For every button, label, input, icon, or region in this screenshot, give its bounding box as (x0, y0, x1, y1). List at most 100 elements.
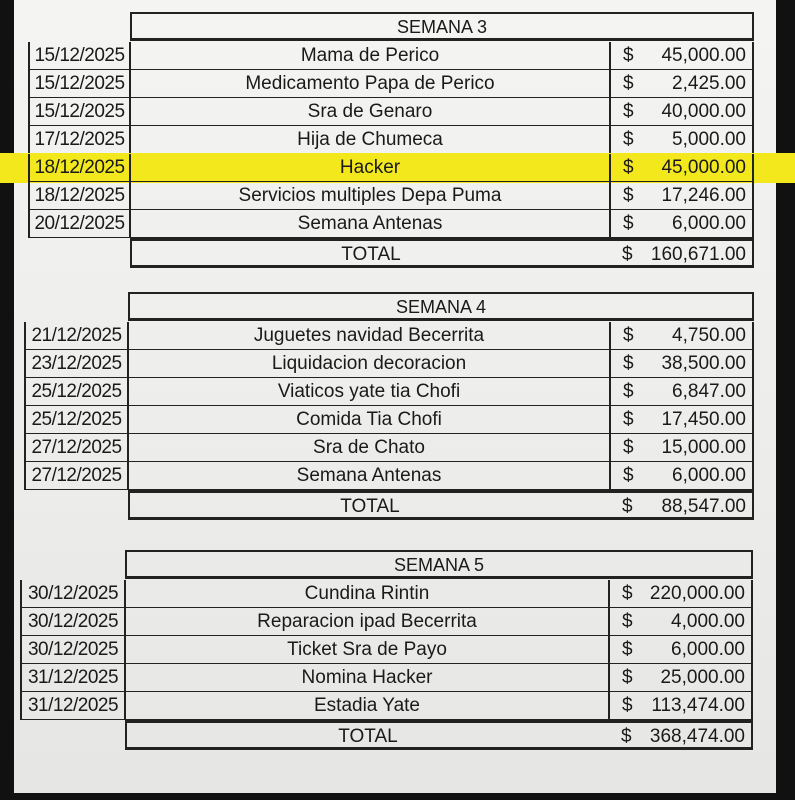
amount-cell: $6,000.00 (610, 210, 754, 238)
amount-cell: $4,000.00 (609, 608, 753, 636)
date-cell: 15/12/2025 (28, 98, 130, 126)
table-row: 17/12/2025 Hija de Chumeca $5,000.00 (28, 126, 754, 154)
concept-cell: Servicios multiples Depa Puma (130, 182, 610, 210)
currency-symbol: $ (622, 639, 633, 660)
amount-cell: $4,750.00 (610, 322, 754, 350)
amount-value: 2,425.00 (672, 73, 746, 94)
table-row: 15/12/2025 Sra de Genaro $40,000.00 (28, 98, 754, 126)
table-row: 25/12/2025 Viaticos yate tia Chofi $6,847.… (24, 378, 754, 406)
concept-cell: Semana Antenas (128, 462, 610, 490)
amount-value: 220,000.00 (649, 583, 745, 604)
concept-cell: Hija de Chumeca (130, 126, 610, 154)
total-row: TOTAL $88,547.00 (128, 490, 754, 520)
date-cell: 27/12/2025 (24, 462, 128, 490)
table-row: 27/12/2025 Sra de Chato $15,000.00 (24, 434, 754, 462)
currency-symbol: $ (622, 496, 633, 517)
date-cell: 21/12/2025 (24, 322, 128, 350)
amount-cell: $5,000.00 (610, 126, 754, 154)
concept-cell: Hacker (130, 154, 610, 182)
concept-cell: Juguetes navidad Becerrita (128, 322, 610, 350)
amount-value: 6,000.00 (672, 465, 746, 486)
date-cell: 31/12/2025 (20, 692, 125, 720)
currency-symbol: $ (623, 73, 634, 94)
currency-symbol: $ (622, 667, 633, 688)
currency-symbol: $ (623, 45, 634, 66)
currency-symbol: $ (622, 583, 633, 604)
concept-cell: Reparacion ipad Becerrita (125, 608, 609, 636)
concept-cell: Sra de Chato (128, 434, 610, 462)
date-cell: 23/12/2025 (24, 350, 128, 378)
date-cell: 25/12/2025 (24, 378, 128, 406)
paper-document (14, 0, 776, 793)
date-cell: 15/12/2025 (28, 42, 130, 70)
amount-cell: $15,000.00 (610, 434, 754, 462)
currency-symbol: $ (623, 325, 634, 346)
table-row: 15/12/2025 Medicamento Papa de Perico $2,4… (28, 70, 754, 98)
table-row: 27/12/2025 Semana Antenas $6,000.00 (24, 462, 754, 490)
currency-symbol: $ (623, 465, 634, 486)
currency-symbol: $ (623, 101, 634, 122)
table-row: 18/12/2025 Servicios multiples Depa Puma $… (28, 182, 754, 210)
currency-symbol: $ (623, 213, 634, 234)
amount-cell: $220,000.00 (609, 580, 753, 608)
date-cell: 30/12/2025 (20, 580, 125, 608)
amount-cell: $6,847.00 (610, 378, 754, 406)
currency-symbol: $ (622, 611, 633, 632)
total-amount: $88,547.00 (610, 493, 752, 521)
currency-symbol: $ (623, 185, 634, 206)
currency-symbol: $ (623, 409, 634, 430)
amount-value: 4,000.00 (671, 611, 745, 632)
amount-value: 15,000.00 (661, 437, 746, 458)
concept-cell: Ticket Sra de Payo (125, 636, 609, 664)
amount-cell: $25,000.00 (609, 664, 753, 692)
amount-value: 38,500.00 (661, 353, 746, 374)
date-cell: 30/12/2025 (20, 608, 125, 636)
total-row: TOTAL $368,474.00 (125, 720, 753, 750)
table-row: 23/12/2025 Liquidacion decoracion $38,500.… (24, 350, 754, 378)
concept-cell: Sra de Genaro (130, 98, 610, 126)
amount-value: 6,847.00 (672, 381, 746, 402)
total-value: 160,671.00 (650, 244, 746, 265)
date-cell: 27/12/2025 (24, 434, 128, 462)
date-cell: 17/12/2025 (28, 126, 130, 154)
total-value: 368,474.00 (649, 726, 745, 747)
table-row: 25/12/2025 Comida Tia Chofi $17,450.00 (24, 406, 754, 434)
amount-cell: $6,000.00 (609, 636, 753, 664)
amount-cell: $6,000.00 (610, 462, 754, 490)
currency-symbol: $ (623, 157, 634, 178)
amount-value: 5,000.00 (672, 129, 746, 150)
table-row: 31/12/2025 Nomina Hacker $25,000.00 (20, 664, 753, 692)
amount-cell: $40,000.00 (610, 98, 754, 126)
table-row: 30/12/2025 Cundina Rintin $220,000.00 (20, 580, 753, 608)
amount-value: 17,450.00 (661, 409, 746, 430)
amount-cell: $2,425.00 (610, 70, 754, 98)
amount-value: 6,000.00 (671, 639, 745, 660)
currency-symbol: $ (623, 353, 634, 374)
amount-cell: $38,500.00 (610, 350, 754, 378)
amount-value: 25,000.00 (660, 667, 745, 688)
currency-symbol: $ (621, 726, 632, 747)
total-label: TOTAL (338, 726, 398, 747)
concept-cell: Liquidacion decoracion (128, 350, 610, 378)
date-cell: 15/12/2025 (28, 70, 130, 98)
amount-cell: $17,246.00 (610, 182, 754, 210)
currency-symbol: $ (623, 381, 634, 402)
currency-symbol: $ (623, 129, 634, 150)
amount-value: 6,000.00 (672, 213, 746, 234)
total-value: 88,547.00 (661, 496, 746, 517)
date-cell: 25/12/2025 (24, 406, 128, 434)
concept-cell: Mama de Perico (130, 42, 610, 70)
table-row: 20/12/2025 Semana Antenas $6,000.00 (28, 210, 754, 238)
currency-symbol: $ (622, 695, 633, 716)
amount-cell: $113,474.00 (609, 692, 753, 720)
table-row: 30/12/2025 Reparacion ipad Becerrita $4,00… (20, 608, 753, 636)
concept-cell: Medicamento Papa de Perico (130, 70, 610, 98)
week-title: SEMANA 3 (130, 12, 754, 41)
week-title: SEMANA 4 (128, 292, 754, 321)
total-label: TOTAL (341, 244, 401, 265)
date-cell: 20/12/2025 (28, 210, 130, 238)
total-amount: $160,671.00 (610, 241, 752, 269)
total-label: TOTAL (340, 496, 400, 517)
concept-cell: Cundina Rintin (125, 580, 609, 608)
amount-value: 113,474.00 (651, 695, 745, 716)
